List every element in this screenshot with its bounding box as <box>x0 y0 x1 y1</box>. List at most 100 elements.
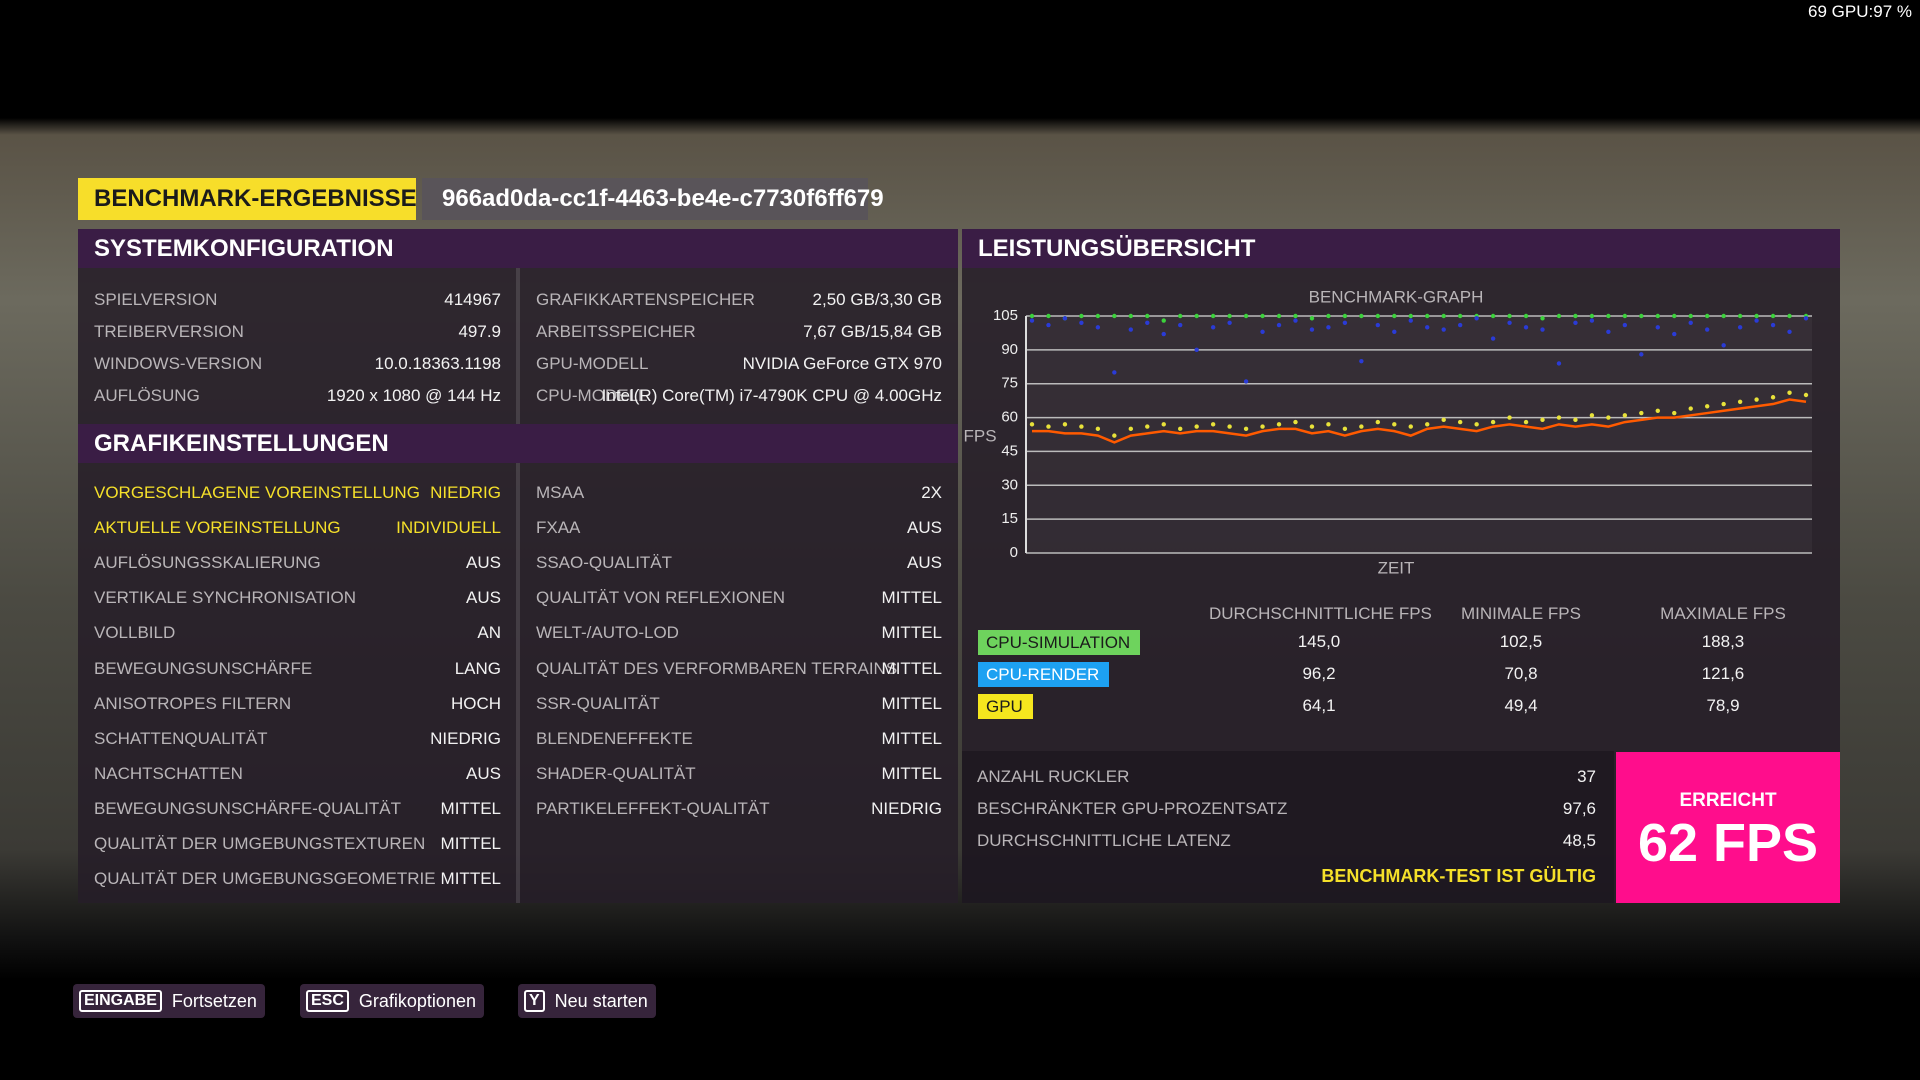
data-point <box>1375 419 1381 425</box>
data-point <box>1672 313 1677 319</box>
setting-label: VORGESCHLAGENE VOREINSTELLUNG <box>94 483 420 502</box>
setting-value: 2X <box>921 483 942 502</box>
setting-label: AUFLÖSUNGSSKALIERUNG <box>94 553 321 573</box>
setting-value: NVIDIA GeForce GTX 970 <box>742 354 942 373</box>
data-point <box>1375 313 1381 319</box>
setting-label: CPU-MODELL <box>536 386 648 405</box>
data-point <box>1408 424 1413 429</box>
divider <box>516 268 520 424</box>
data-point <box>1046 424 1051 429</box>
section-title: LEISTUNGSÜBERSICHT <box>962 229 1840 268</box>
button[interactable]: EINGABE Fortsetzen <box>73 984 265 1018</box>
y-tick-label: 30 <box>1001 476 1018 493</box>
data-point <box>1425 313 1430 319</box>
data-point <box>1260 329 1265 334</box>
setting-value: 2,50 GB/3,30 GB <box>812 290 942 309</box>
data-point <box>1408 313 1413 319</box>
setting-label: QUALITÄT DER UMGEBUNGSGEOMETRIE <box>94 869 436 889</box>
data-point <box>1754 318 1759 323</box>
stats-value: 102,5 <box>1499 632 1543 651</box>
setting-label: VOLLBILD <box>94 623 176 643</box>
data-point <box>1556 415 1562 420</box>
setting-value: Intel(R) Core(TM) i7-4790K CPU @ 4.00GHz <box>601 386 942 405</box>
data-point <box>1655 408 1660 413</box>
button-label: Fortsetzen <box>171 990 257 1011</box>
setting-label: QUALITÄT DES VERFORMBAREN TERRAINS <box>536 658 898 678</box>
data-point <box>1178 426 1183 432</box>
data-point <box>1243 313 1249 319</box>
data-point <box>1770 322 1776 328</box>
setting-label: SCHATTENQUALITÄT <box>94 728 268 748</box>
data-point <box>1803 316 1809 321</box>
data-point <box>1227 424 1232 429</box>
setting-value: MITTEL <box>881 763 942 783</box>
stats-value: 49,4 <box>1504 696 1538 715</box>
data-point <box>1210 325 1216 330</box>
summary-label: DURCHSCHNITTLICHE LATENZ <box>977 831 1231 850</box>
setting-value: INDIVIDUELL <box>396 518 501 538</box>
button[interactable]: ESC Grafikoptionen <box>300 984 484 1018</box>
data-point <box>1540 316 1545 321</box>
data-point <box>1803 392 1809 398</box>
data-point <box>1787 390 1792 395</box>
data-point <box>1128 426 1134 432</box>
y-tick-label: 60 <box>1001 409 1018 426</box>
setting-label: AKTUELLE VOREINSTELLUNG <box>94 518 341 538</box>
data-point <box>1457 322 1463 328</box>
y-tick-label: 15 <box>1001 510 1018 527</box>
summary-value: 48,5 <box>1562 831 1596 850</box>
data-point <box>1227 313 1232 319</box>
data-point <box>1128 327 1134 332</box>
data-point <box>1573 320 1578 325</box>
data-point <box>1589 313 1595 319</box>
y-tick-label: 105 <box>993 307 1018 324</box>
data-point <box>1704 404 1710 409</box>
summary-value: 97,6 <box>1562 799 1596 818</box>
data-point <box>1507 415 1512 420</box>
data-point <box>1754 397 1759 402</box>
data-point <box>1392 422 1397 427</box>
series-line <box>1032 398 1807 444</box>
data-point <box>1490 336 1496 341</box>
setting-label: NACHTSCHATTEN <box>94 763 243 783</box>
data-point <box>1178 313 1183 319</box>
button-label: Grafikoptionen <box>358 990 476 1011</box>
summary-box <box>962 751 1614 903</box>
data-point <box>1639 352 1644 357</box>
data-point <box>1079 313 1084 319</box>
stats-value: 121,6 <box>1701 664 1745 683</box>
status: BENCHMARK-TEST IST GÜLTIG <box>1321 866 1596 886</box>
divider <box>516 463 520 903</box>
setting-label: GRAFIKKARTENSPEICHER <box>536 290 755 309</box>
data-point <box>1326 422 1331 427</box>
data-point <box>1145 424 1150 429</box>
setting-value: LANG <box>454 658 501 678</box>
setting-label: QUALITÄT VON REFLEXIONEN <box>536 588 786 608</box>
data-point <box>1787 313 1792 319</box>
data-point <box>1145 320 1150 325</box>
data-point <box>1342 320 1348 325</box>
data-point <box>1770 313 1776 319</box>
button-key: ESC <box>306 990 349 1012</box>
data-point <box>1639 313 1644 319</box>
setting-label: MSAA <box>536 483 585 502</box>
data-point <box>1474 316 1479 321</box>
stats-header: MAXIMALE FPS <box>1660 604 1786 623</box>
setting-label: ARBEITSSPEICHER <box>536 322 696 341</box>
setting-label: SSR-QUALITÄT <box>536 693 660 713</box>
data-point <box>1293 313 1298 319</box>
data-point <box>1737 399 1743 404</box>
data-point <box>1392 329 1397 334</box>
data-point <box>1309 316 1315 321</box>
button[interactable]: Y Neu starten <box>518 984 656 1018</box>
data-point <box>1326 313 1331 319</box>
data-point <box>1359 358 1364 364</box>
section-title: SYSTEMKONFIGURATION <box>78 229 958 268</box>
setting-value: MITTEL <box>440 834 501 853</box>
data-point <box>1457 313 1463 319</box>
stats-value: 64,1 <box>1302 696 1336 715</box>
data-point <box>1606 313 1611 319</box>
stats-value: 188,3 <box>1701 632 1745 651</box>
setting-value: 414967 <box>444 290 501 309</box>
data-point <box>1573 313 1578 319</box>
